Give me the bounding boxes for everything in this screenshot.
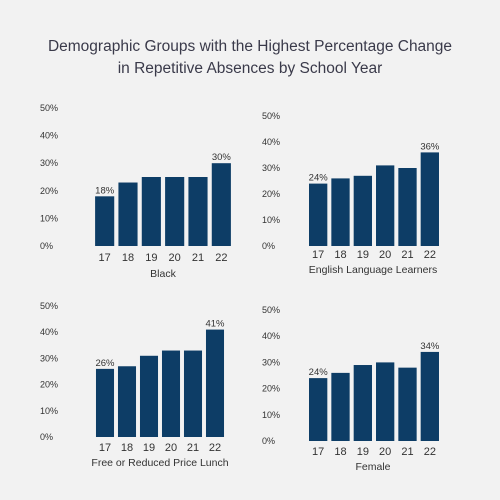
y-tick-label: 40%: [40, 327, 58, 337]
y-tick-label: 0%: [262, 241, 275, 251]
bar-18: [331, 178, 350, 246]
x-tick-label: 21: [401, 446, 413, 458]
x-tick-label: 20: [165, 442, 177, 454]
y-tick-label: 30%: [262, 163, 280, 173]
x-tick-label: 20: [379, 446, 391, 458]
bar-20: [376, 362, 395, 441]
bar-22: [420, 351, 439, 441]
bar-22: [211, 163, 231, 246]
bar-18: [117, 366, 137, 437]
y-tick-label: 0%: [40, 432, 53, 442]
chart-title-line-1: Demographic Groups with the Highest Perc…: [47, 38, 453, 55]
y-tick-label: 40%: [262, 331, 280, 341]
x-tick-label: 18: [121, 442, 133, 454]
y-tick-label: 20%: [40, 380, 58, 390]
x-tick-label: 19: [145, 252, 157, 264]
bar-21: [188, 177, 208, 246]
x-tick-label: 21: [187, 442, 199, 454]
bar-18: [118, 182, 138, 246]
bar-20: [165, 177, 185, 246]
y-tick-label: 50%: [40, 103, 58, 113]
bar-21: [183, 350, 203, 437]
y-tick-label: 20%: [262, 384, 280, 394]
y-tick-label: 10%: [40, 406, 58, 416]
y-tick-label: 20%: [262, 189, 280, 199]
bar-20: [161, 350, 181, 437]
x-tick-label: 17: [312, 446, 324, 458]
bar-17: [95, 196, 115, 246]
x-tick-label: 19: [143, 442, 155, 454]
data-label: 41%: [205, 319, 225, 330]
bar-17: [309, 378, 328, 441]
data-label: 18%: [95, 185, 115, 196]
bar-21: [398, 367, 417, 441]
x-tick-label: 17: [99, 442, 111, 454]
data-label: 36%: [420, 141, 440, 152]
x-axis-label: Black: [150, 268, 176, 280]
bar-19: [139, 355, 159, 437]
x-tick-label: 22: [209, 442, 221, 454]
bar-20: [376, 165, 395, 246]
y-tick-label: 50%: [262, 305, 280, 315]
bar-22: [420, 152, 439, 246]
chart-title: Demographic Groups with the Highest Perc…: [0, 36, 500, 80]
x-tick-label: 17: [312, 249, 324, 261]
x-tick-label: 17: [99, 252, 111, 264]
chart-title-line-2: in Repetitive Absences by School Year: [117, 60, 383, 77]
y-tick-label: 30%: [40, 158, 58, 168]
data-label: 24%: [309, 367, 329, 378]
bar-22: [205, 329, 225, 437]
y-tick-label: 30%: [262, 357, 280, 367]
bar-19: [353, 365, 372, 441]
x-axis-label: English Language Learners: [309, 264, 437, 276]
y-tick-label: 30%: [40, 353, 58, 363]
y-tick-label: 10%: [40, 213, 58, 223]
bar-19: [353, 175, 372, 246]
x-tick-label: 20: [379, 249, 391, 261]
y-tick-label: 0%: [40, 241, 53, 251]
bar-19: [141, 177, 161, 246]
x-tick-label: 21: [401, 249, 413, 261]
x-tick-label: 22: [424, 446, 436, 458]
y-tick-label: 10%: [262, 215, 280, 225]
x-tick-label: 20: [169, 252, 181, 264]
y-tick-label: 40%: [40, 131, 58, 141]
y-tick-label: 40%: [262, 137, 280, 147]
bar-21: [398, 168, 417, 246]
y-tick-label: 20%: [40, 186, 58, 196]
bar-17: [309, 183, 328, 246]
x-tick-label: 22: [424, 249, 436, 261]
x-axis-label: Free or Reduced Price Lunch: [91, 457, 228, 469]
bar-18: [331, 372, 350, 441]
x-tick-label: 19: [357, 249, 369, 261]
data-label: 26%: [95, 358, 115, 369]
x-tick-label: 18: [122, 252, 134, 264]
x-tick-label: 22: [215, 252, 227, 264]
data-label: 24%: [309, 173, 329, 184]
x-tick-label: 18: [334, 249, 346, 261]
bar-17: [95, 368, 115, 437]
x-axis-label: Female: [355, 461, 390, 473]
y-tick-label: 50%: [262, 111, 280, 121]
y-tick-label: 50%: [40, 301, 58, 311]
data-label: 34%: [420, 341, 440, 352]
y-tick-label: 10%: [262, 410, 280, 420]
x-tick-label: 21: [192, 252, 204, 264]
x-tick-label: 19: [357, 446, 369, 458]
x-tick-label: 18: [334, 446, 346, 458]
y-tick-label: 0%: [262, 436, 275, 446]
data-label: 30%: [212, 152, 232, 163]
